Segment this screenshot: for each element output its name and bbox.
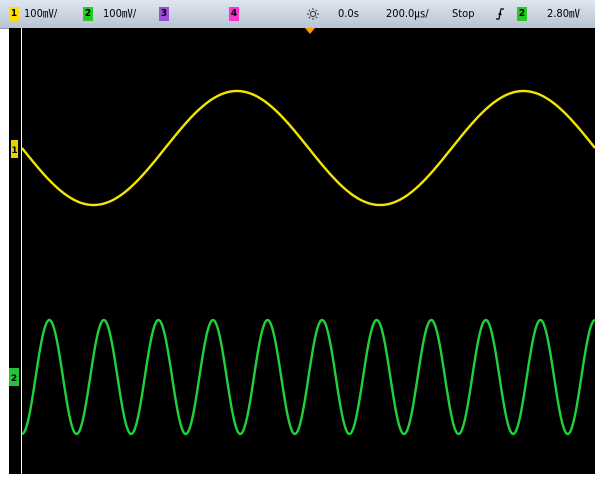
- channel-1-indicator[interactable]: 1: [9, 7, 19, 21]
- channel-4-indicator[interactable]: 4: [229, 7, 239, 21]
- sun-icon: [306, 0, 320, 28]
- trigger-source-indicator[interactable]: 2: [517, 7, 527, 21]
- channel-2-marker-label: 2: [11, 374, 17, 384]
- channel-ground-markers: 1 2: [0, 28, 22, 474]
- waveform-area[interactable]: [9, 28, 595, 474]
- timebase-scale[interactable]: 200.0㎲/: [386, 7, 429, 20]
- channel-1-ground-marker[interactable]: 1: [11, 140, 18, 158]
- channel-2-scale[interactable]: 100㎷/: [103, 7, 137, 20]
- status-bar: 1 100㎷/ 2 100㎷/ 3 4 0.0s 200.0㎲/ Stop: [0, 0, 595, 29]
- trigger-level[interactable]: 2.80㎷: [547, 7, 581, 20]
- horizontal-delay[interactable]: 0.0s: [338, 7, 359, 20]
- channel-1-marker-label: 1: [11, 146, 17, 156]
- channel-1-scale[interactable]: 100㎷/: [24, 7, 58, 20]
- trigger-position-marker-icon: [305, 28, 315, 34]
- channel-2-indicator[interactable]: 2: [83, 7, 93, 21]
- channel-1-trace: [21, 89, 595, 207]
- channel-2-trace: [21, 318, 595, 436]
- run-state[interactable]: Stop: [452, 7, 475, 20]
- channel-2-ground-marker[interactable]: 2: [9, 368, 19, 386]
- trigger-edge-icon: [495, 0, 505, 28]
- channel-3-indicator[interactable]: 3: [159, 7, 169, 21]
